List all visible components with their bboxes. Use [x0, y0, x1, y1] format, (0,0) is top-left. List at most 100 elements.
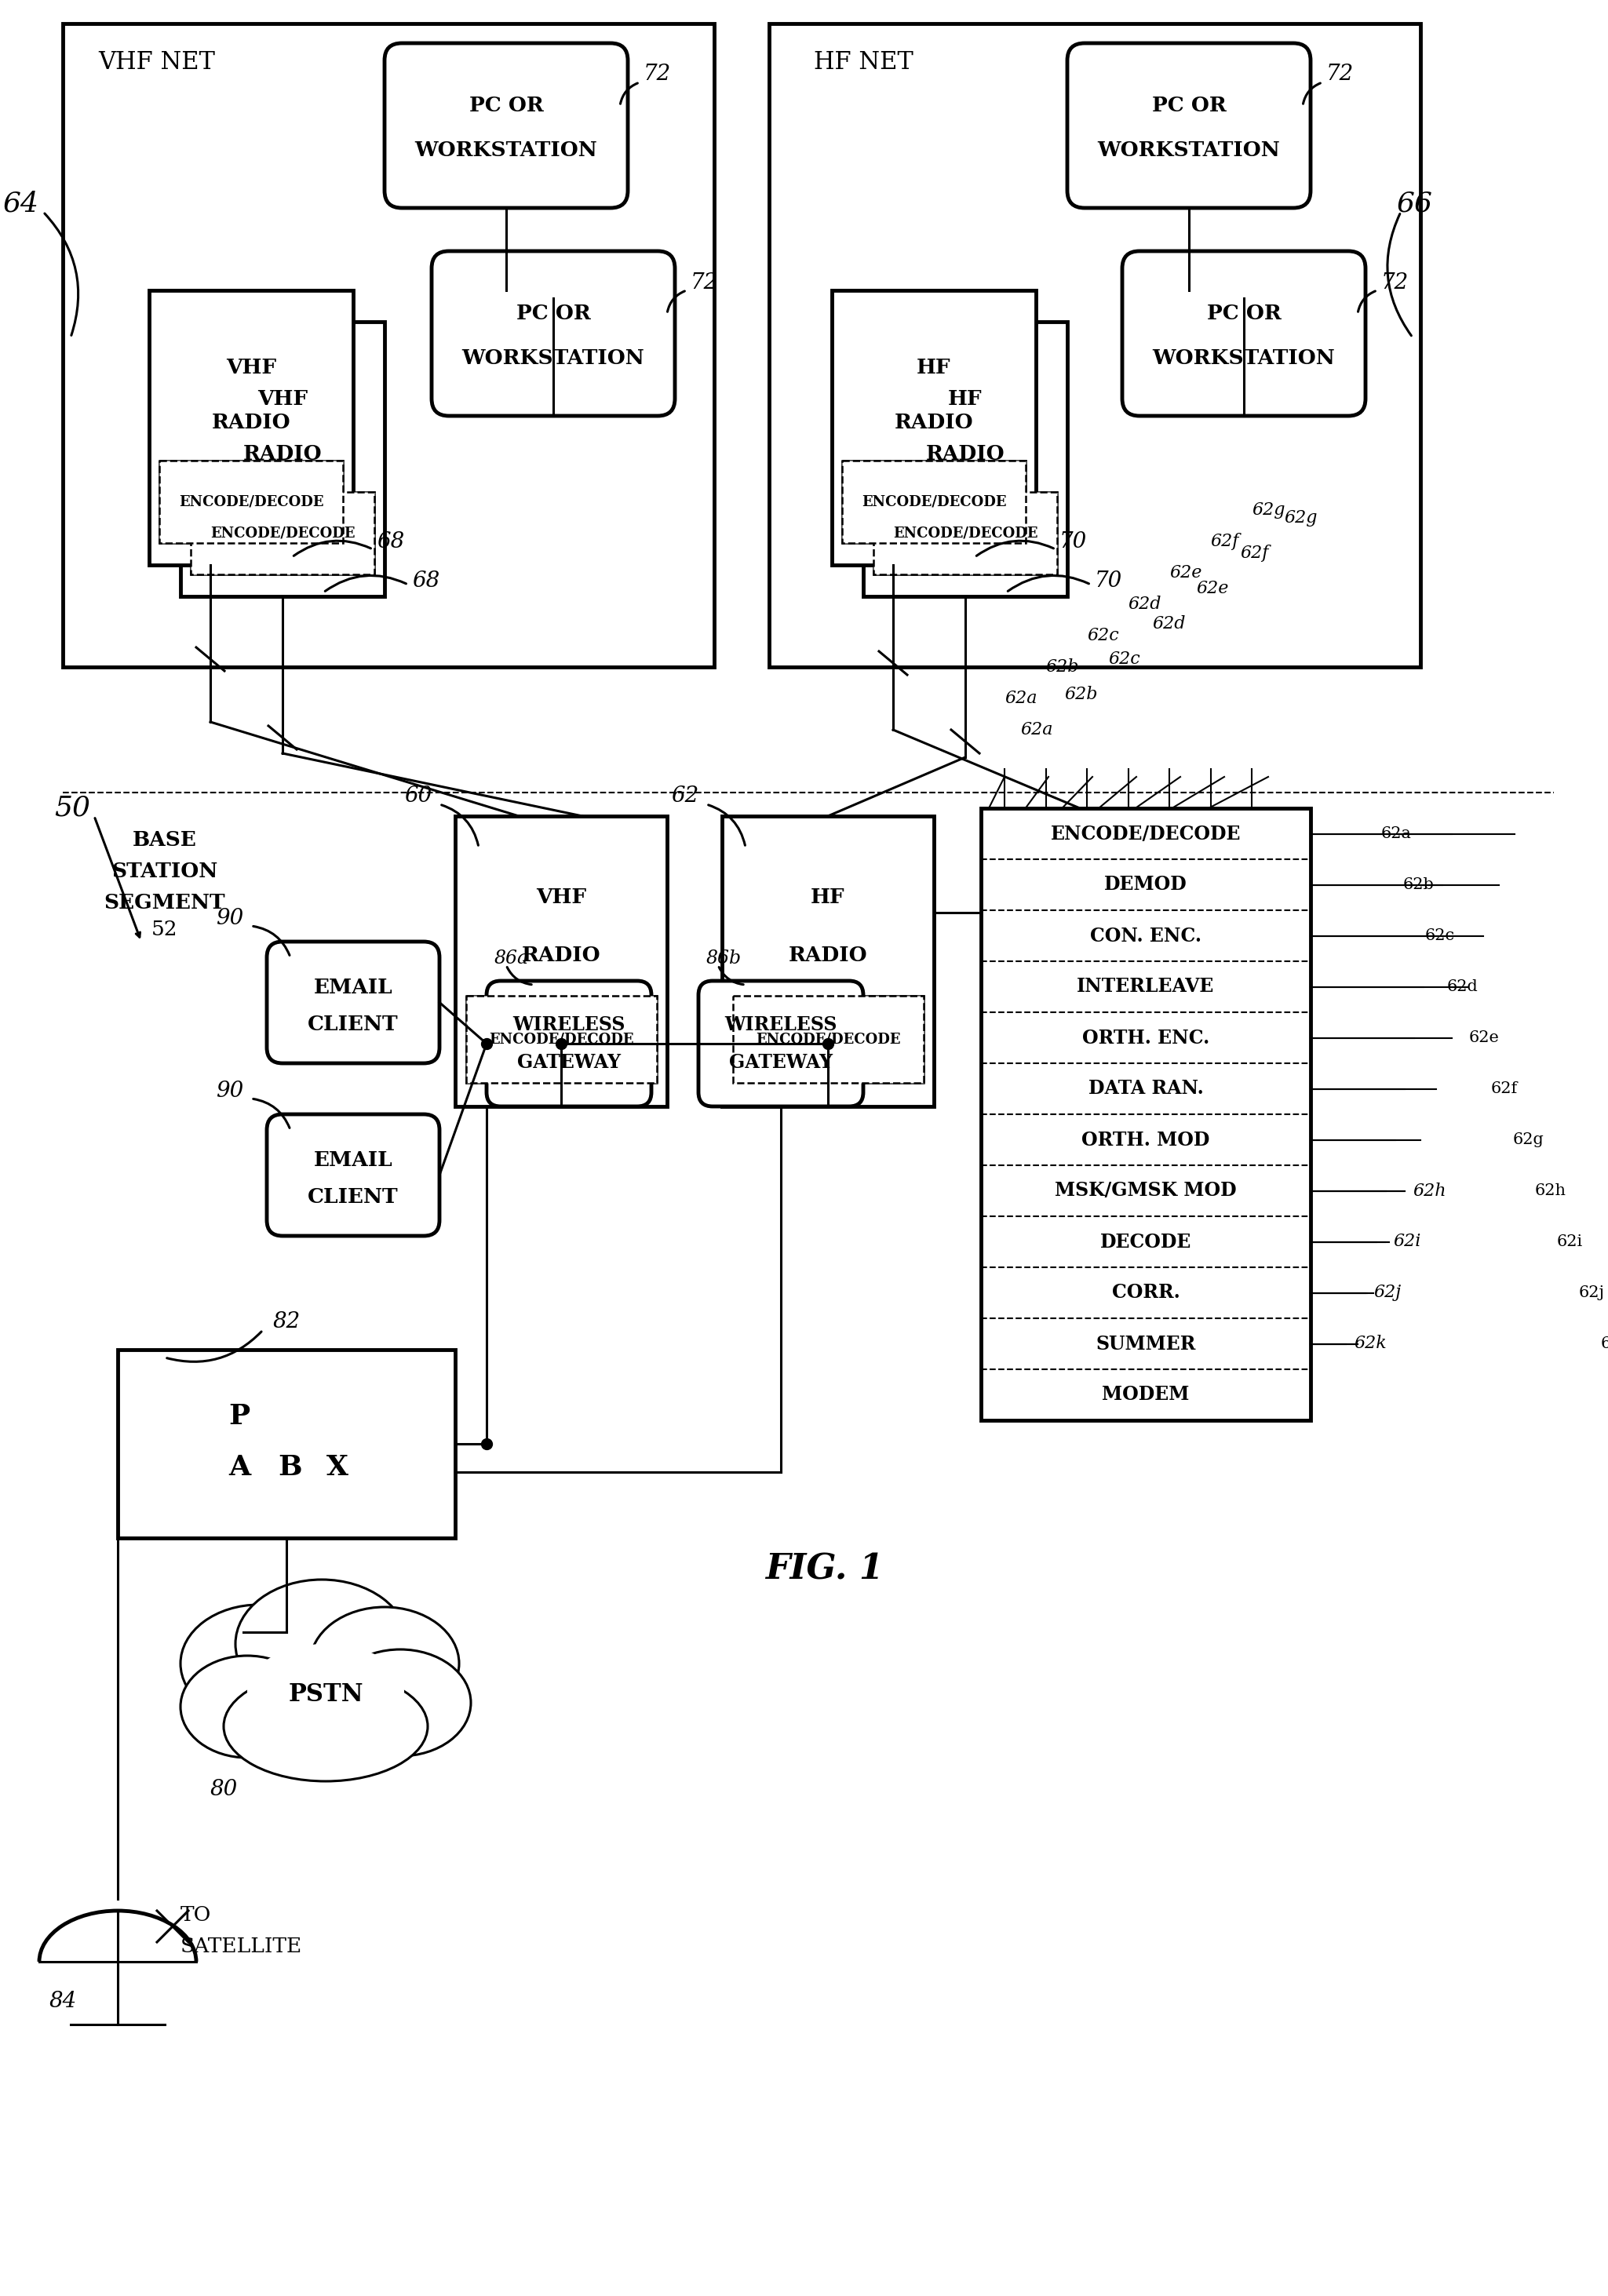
Ellipse shape	[180, 1655, 314, 1759]
Text: 62h: 62h	[1412, 1182, 1446, 1199]
Text: CORR.: CORR.	[1111, 1283, 1180, 1302]
Bar	[466, 996, 656, 1084]
Text: HF: HF	[949, 388, 982, 409]
Text: 62i: 62i	[1557, 1235, 1584, 1249]
Text: 70: 70	[1095, 569, 1122, 592]
Bar	[159, 461, 343, 544]
Text: ENCODE/DECODE: ENCODE/DECODE	[892, 526, 1037, 540]
Bar	[63, 23, 714, 666]
Text: 62a: 62a	[1381, 827, 1412, 840]
Ellipse shape	[180, 1605, 338, 1722]
Text: PC OR: PC OR	[470, 96, 544, 115]
Text: 62b: 62b	[1404, 877, 1434, 893]
Text: ORTH. MOD: ORTH. MOD	[1082, 1130, 1209, 1150]
Text: DATA RAN.: DATA RAN.	[1089, 1079, 1203, 1097]
Text: MSK/GMSK MOD: MSK/GMSK MOD	[1055, 1182, 1237, 1201]
Bar	[733, 996, 923, 1084]
Text: WORKSTATION: WORKSTATION	[1098, 140, 1280, 161]
Text: 62d: 62d	[1447, 980, 1478, 994]
Text: INTERLEAVE: INTERLEAVE	[1077, 978, 1214, 996]
Text: FIG. 1: FIG. 1	[765, 1552, 883, 1587]
Text: WORKSTATION: WORKSTATION	[1153, 349, 1335, 367]
Text: P: P	[228, 1403, 249, 1430]
FancyBboxPatch shape	[384, 44, 627, 209]
Bar	[733, 996, 923, 1084]
Text: SATELLITE: SATELLITE	[180, 1936, 302, 1956]
Text: 72: 72	[643, 64, 671, 85]
Text: ENCODE/DECODE: ENCODE/DECODE	[211, 526, 355, 540]
Bar	[981, 808, 1311, 1421]
Text: ENCODE/DECODE: ENCODE/DECODE	[862, 494, 1007, 510]
Text: 72: 72	[1381, 271, 1409, 294]
Text: 62e: 62e	[1470, 1031, 1500, 1045]
Text: 62c: 62c	[1425, 928, 1455, 944]
Text: RADIO: RADIO	[788, 946, 867, 964]
Bar	[159, 461, 343, 544]
Text: ORTH. ENC.: ORTH. ENC.	[1082, 1029, 1209, 1047]
Text: 62f: 62f	[1491, 1081, 1518, 1095]
Text: 68: 68	[376, 530, 404, 551]
Text: EMAIL: EMAIL	[314, 978, 392, 999]
Text: GATEWAY: GATEWAY	[518, 1054, 621, 1072]
Text: 62a: 62a	[1005, 689, 1037, 707]
Text: BASE: BASE	[133, 829, 196, 850]
Text: 62j: 62j	[1579, 1286, 1605, 1300]
FancyBboxPatch shape	[267, 941, 439, 1063]
Text: VHF: VHF	[257, 388, 307, 409]
Text: 62b: 62b	[1064, 687, 1098, 703]
Text: 72: 72	[690, 271, 719, 294]
Text: 62d: 62d	[1151, 615, 1185, 631]
Text: 62a: 62a	[1019, 721, 1053, 739]
Text: 64: 64	[3, 191, 39, 218]
Text: CLIENT: CLIENT	[307, 1015, 399, 1033]
Text: ENCODE/DECODE: ENCODE/DECODE	[1050, 824, 1241, 843]
Text: WIRELESS: WIRELESS	[725, 1015, 838, 1033]
Text: DEMOD: DEMOD	[1105, 875, 1187, 893]
FancyBboxPatch shape	[1068, 44, 1311, 209]
Text: SUMMER: SUMMER	[1095, 1334, 1196, 1352]
Bar	[466, 996, 656, 1084]
Text: 62g: 62g	[1251, 501, 1285, 519]
Text: WIRELESS: WIRELESS	[513, 1015, 626, 1033]
Text: 62e: 62e	[1169, 565, 1201, 581]
Text: VHF NET: VHF NET	[98, 51, 215, 76]
Text: RADIO: RADIO	[894, 413, 973, 432]
Text: 62d: 62d	[1129, 595, 1161, 613]
Bar	[150, 289, 354, 565]
FancyBboxPatch shape	[267, 1114, 439, 1235]
Ellipse shape	[330, 1649, 471, 1756]
Text: 62b: 62b	[1045, 659, 1079, 675]
Bar	[769, 23, 1420, 666]
Text: PC OR: PC OR	[516, 303, 590, 324]
Text: 80: 80	[209, 1779, 238, 1800]
Text: B: B	[278, 1453, 302, 1481]
Text: 62i: 62i	[1393, 1233, 1421, 1251]
Text: EMAIL: EMAIL	[314, 1150, 392, 1171]
Ellipse shape	[310, 1607, 460, 1720]
Text: 62f: 62f	[1211, 533, 1240, 551]
Text: 52: 52	[151, 921, 178, 939]
Text: 70: 70	[1060, 530, 1087, 551]
Text: 50: 50	[55, 794, 90, 822]
Text: 62c: 62c	[1087, 627, 1119, 645]
Bar	[722, 815, 934, 1107]
Text: 62h: 62h	[1536, 1182, 1566, 1199]
Bar	[873, 491, 1056, 574]
Text: WORKSTATION: WORKSTATION	[461, 349, 645, 367]
Bar	[831, 289, 1036, 565]
FancyBboxPatch shape	[1122, 250, 1365, 416]
Text: 62c: 62c	[1108, 650, 1140, 668]
Text: 84: 84	[48, 1991, 77, 2011]
Text: 82: 82	[273, 1311, 301, 1332]
Text: RADIO: RADIO	[212, 413, 291, 432]
Text: 62j: 62j	[1373, 1283, 1401, 1302]
Text: PC OR: PC OR	[1151, 96, 1227, 115]
Text: CON. ENC.: CON. ENC.	[1090, 925, 1201, 946]
Text: CLIENT: CLIENT	[307, 1187, 399, 1208]
Text: PSTN: PSTN	[288, 1683, 363, 1708]
Text: HF: HF	[810, 889, 846, 907]
Text: VHF: VHF	[535, 889, 587, 907]
Text: GATEWAY: GATEWAY	[728, 1054, 833, 1072]
Text: MODEM: MODEM	[1101, 1384, 1190, 1405]
Text: 68: 68	[412, 569, 439, 592]
